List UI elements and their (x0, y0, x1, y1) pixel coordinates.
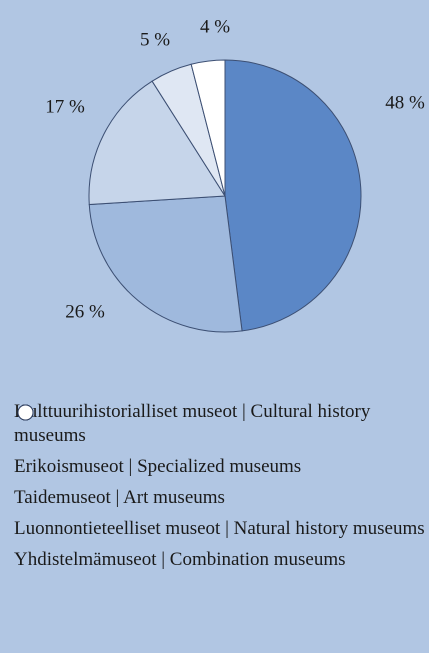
legend: Kulttuurihistorialliset museot | Cultura… (14, 400, 429, 579)
data-label: 26 % (65, 301, 105, 322)
legend-item: Kulttuurihistorialliset museot | Cultura… (14, 400, 429, 448)
legend-item: Yhdistelmämuseot | Combination museums (14, 404, 429, 572)
legend-label: Erikoismuseot | Specialized museums (14, 456, 302, 477)
legend-item: Taidemuseot | Art museums (14, 404, 429, 510)
legend-label: Taidemuseot | Art museums (14, 487, 225, 508)
pie-slice (190, 59, 226, 197)
data-label: 5 % (140, 29, 170, 50)
legend-swatch (17, 404, 34, 421)
pie-slice (88, 80, 226, 206)
data-label: 48 % (385, 92, 425, 113)
legend-label: Luonnontieteelliset museot | Natural his… (14, 518, 425, 539)
legend-marker (17, 404, 34, 421)
pie-slice (224, 59, 362, 332)
pie-slice (88, 195, 243, 333)
data-label: 4 % (200, 16, 230, 37)
legend-item: Erikoismuseot | Specialized museums (14, 404, 429, 479)
legend-item: Luonnontieteelliset museot | Natural his… (14, 404, 429, 541)
legend-label: Yhdistelmämuseot | Combination museums (14, 549, 346, 570)
pie-chart: 48 % 26 % 17 % 5 % 4 % (45, 16, 425, 333)
legend-label: Kulttuurihistorialliset museot | Cultura… (14, 401, 371, 446)
data-label: 17 % (45, 96, 85, 117)
